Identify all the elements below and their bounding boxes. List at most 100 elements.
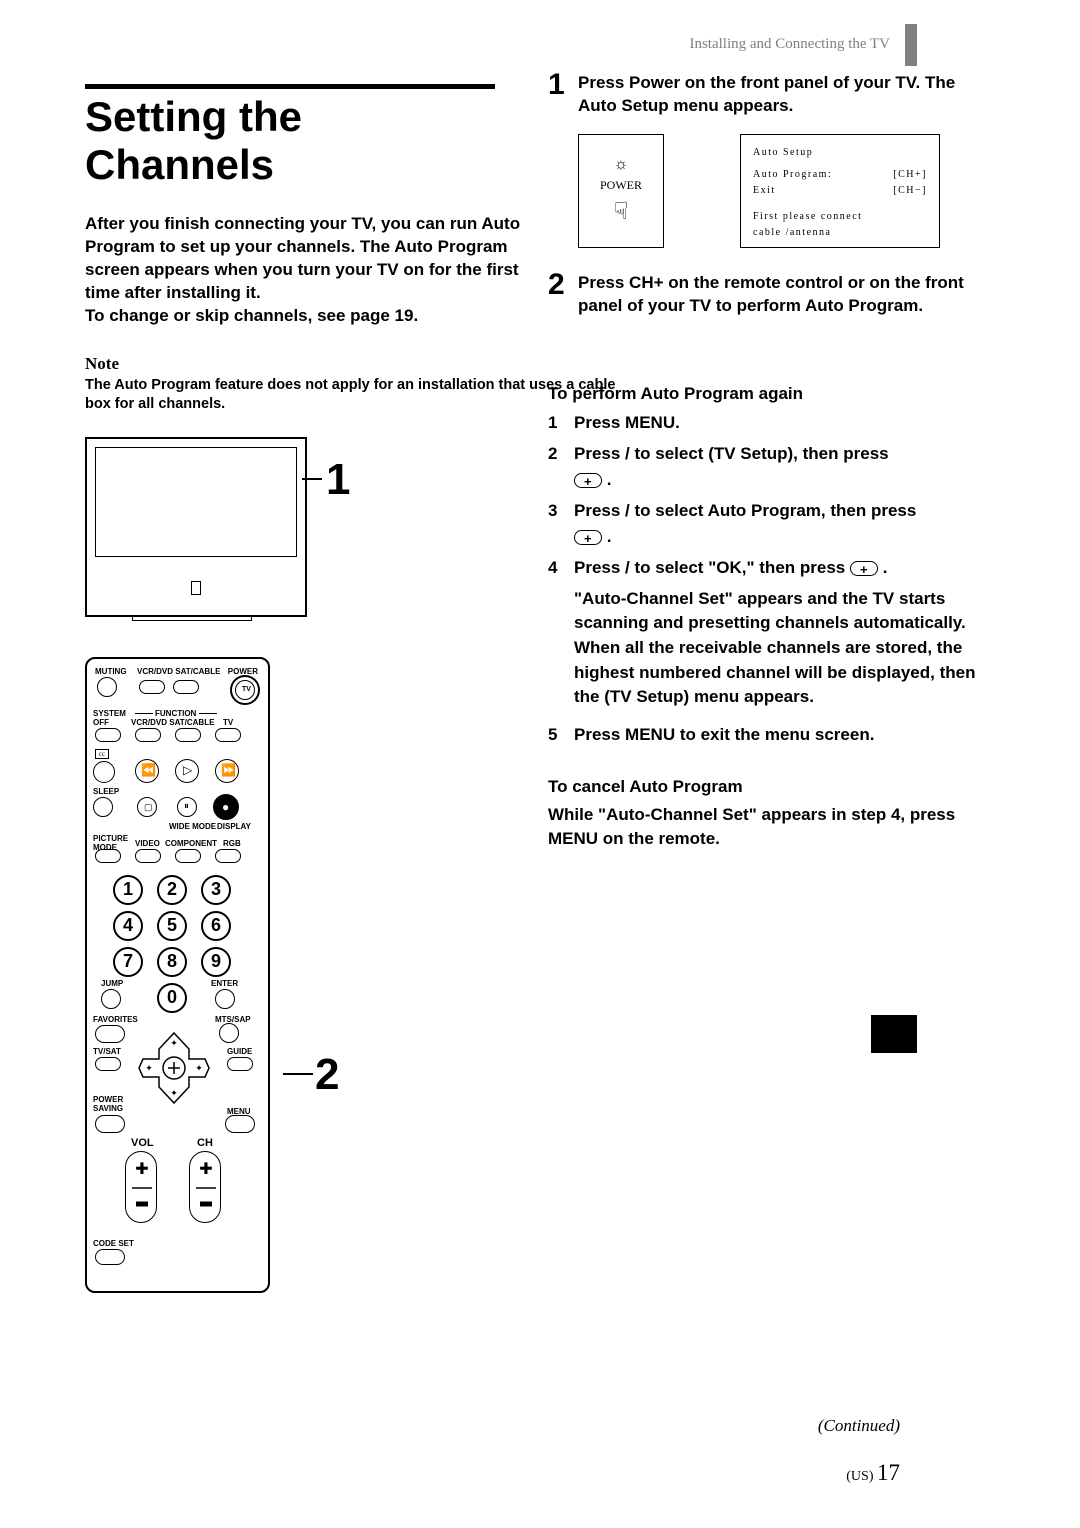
power-ring: TV [230,675,260,705]
substep-3-text: Press / to select Auto Program, then pre… [574,498,988,549]
page-title: Setting the Channels [85,84,495,189]
label-vcr-dvd: VCR/DVD SAT/CABLE [137,667,220,676]
func-tv-button [215,728,241,742]
label-guide: GUIDE [227,1047,252,1056]
label-jump: JUMP [101,979,123,988]
label-rgb: RGB [223,839,241,848]
label-muting: MUTING [95,667,127,676]
sat-button [173,680,199,694]
num-6: 6 [201,911,231,941]
side-tab [871,1015,917,1053]
num-3: 3 [201,875,231,905]
play-button: ▷ [175,759,199,783]
remote-diagram: MUTING VCR/DVD SAT/CABLE POWER TV SYSTEM… [85,657,280,1297]
substep-4-text: Press / to select "OK," then press . [574,555,988,581]
substep-3: 3 Press / to select Auto Program, then p… [548,498,988,549]
func-sat-button [175,728,201,742]
label-favorites: FAVORITES [93,1015,138,1024]
label-system-off: SYSTEM OFF [93,709,126,727]
svg-text:✦: ✦ [170,1088,178,1098]
sleep-button [93,797,113,817]
ch-rocker: ✚ [189,1151,221,1223]
screen-line3: First please connect [753,209,927,225]
power-diagram-row: ☼ POWER ☟ Auto Setup Auto Program: [CH+]… [578,134,988,248]
step-2-number: 2 [548,270,578,300]
tv-callout-number: 1 [326,455,350,505]
cc-button [93,761,115,783]
rgb-button [215,849,241,863]
label-enter: ENTER [211,979,238,988]
label-display: DISPLAY [217,822,251,831]
enter-icon [574,473,602,488]
vcr-button [139,680,165,694]
menu-button [225,1115,255,1133]
tv-base [132,615,252,621]
callout-line-2 [283,1073,313,1075]
enter-icon [574,530,602,545]
screen-line4: cable /antenna [753,225,927,241]
substep-2: 2 Press / to select (TV Setup), then pre… [548,441,988,492]
cc-icon: cc [95,749,109,759]
label-code-set: CODE SET [93,1239,134,1248]
cancel-heading: To cancel Auto Program [548,777,988,797]
step-2-text: Press CH+ on the remote control or on th… [578,270,988,318]
pause-button: ⏸ [177,797,197,817]
jump-button [101,989,121,1009]
screen-line2b: [CH−] [893,183,927,199]
svg-text:✦: ✦ [195,1063,203,1073]
step-1-number: 1 [548,70,578,100]
screen-line1a: Auto Program: [753,167,832,183]
step-1: 1 Press Power on the front panel of your… [548,70,988,118]
substep-5: 5 Press MENU to exit the menu screen. [548,722,988,748]
label-video: VIDEO [135,839,160,848]
auto-setup-screen: Auto Setup Auto Program: [CH+] Exit [CH−… [740,134,940,248]
continued-label: (Continued) [818,1416,900,1436]
num-0: 0 [157,983,187,1013]
vol-rocker: ✚ [125,1151,157,1223]
code-set-button [95,1249,125,1265]
breadcrumb: Installing and Connecting the TV [689,36,890,53]
label-wide-mode: WIDE MODE [169,822,216,831]
page-number: 17 [877,1460,900,1485]
step-1-text: Press Power on the front panel of your T… [578,70,988,118]
num-2: 2 [157,875,187,905]
ffwd-button: ⏩ [215,759,239,783]
muting-button [97,677,117,697]
favorites-button [95,1025,125,1043]
func-line-l [135,713,153,715]
stop-button: ▢ [137,797,157,817]
label-vcr-dvd2: VCR/DVD SAT/CABLE [131,718,214,727]
dpad: ✦ ✦ ✦ ✦ [137,1031,211,1105]
cancel-text: While "Auto-Channel Set" appears in step… [548,803,988,851]
tv-diagram [85,437,307,617]
func-line-r [199,713,217,715]
substep-2-text: Press / to select (TV Setup), then press… [574,441,988,492]
label-tv-sat: TV/SAT [93,1047,121,1056]
video-button [135,849,161,863]
header-tab [905,24,917,66]
enter-button [215,989,235,1009]
mts-sap-button [219,1023,239,1043]
num-1: 1 [113,875,143,905]
num-9: 9 [201,947,231,977]
power-saving-button [95,1115,125,1133]
label-power-saving: POWER SAVING [93,1095,123,1113]
power-button-box: ☼ POWER ☟ [578,134,664,248]
screen-title: Auto Setup [753,145,927,161]
num-5: 5 [157,911,187,941]
component-button [175,849,201,863]
sun-icon: ☼ [614,156,629,174]
substep-1-text: Press MENU. [574,410,988,436]
intro-paragraph: After you finish connecting your TV, you… [85,213,545,328]
svg-text:✚: ✚ [199,1161,212,1178]
picture-mode-button [95,849,121,863]
system-off-button [95,728,121,742]
label-tv-power: TV [242,686,251,693]
power-label: POWER [600,178,642,193]
tv-sat-button [95,1057,121,1071]
rewind-button: ⏪ [135,759,159,783]
screen-line2a: Exit [753,183,776,199]
remote-callout-number: 2 [315,1050,339,1100]
step-2: 2 Press CH+ on the remote control or on … [548,270,988,318]
substep-1: 1 Press MENU. [548,410,988,436]
